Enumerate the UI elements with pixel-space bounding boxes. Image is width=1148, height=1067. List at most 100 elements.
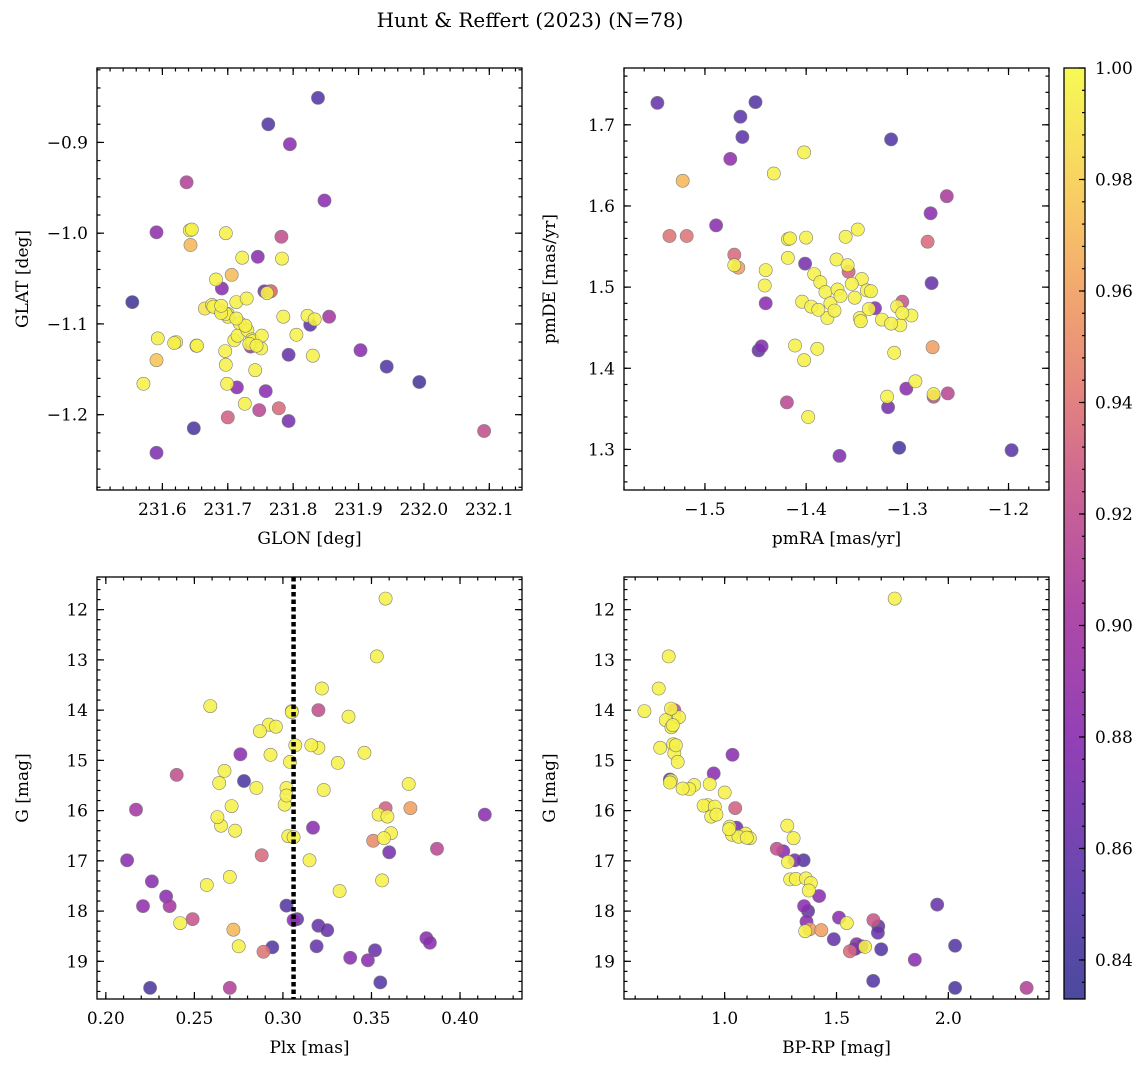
x-axis-label: Plx [mas] <box>269 1038 349 1058</box>
data-point <box>1004 443 1019 458</box>
y-tick-label: 17 <box>66 852 88 872</box>
data-point <box>783 231 797 246</box>
colorbar-tick-label: 0.92 <box>1095 505 1133 525</box>
data-point <box>382 845 397 860</box>
data-point <box>218 226 233 241</box>
colorbar-frame <box>1063 67 1086 1000</box>
y-tick-label: 12 <box>593 601 615 621</box>
data-point <box>237 774 251 788</box>
data-point <box>190 338 204 353</box>
data-point <box>169 768 184 782</box>
data-point <box>214 298 229 313</box>
y-tick-label: 18 <box>66 902 88 922</box>
data-point <box>940 386 955 401</box>
data-point <box>373 975 388 990</box>
data-point <box>162 899 177 913</box>
data-point <box>252 403 267 417</box>
data-point <box>757 278 772 293</box>
data-point <box>723 151 738 166</box>
data-point <box>702 777 717 791</box>
x-tick-label: 232.1 <box>465 500 514 520</box>
x-tick-label: −1.2 <box>988 500 1029 520</box>
data-point <box>286 913 301 927</box>
data-point <box>249 338 264 353</box>
data-point <box>149 225 164 240</box>
x-tick-label: 1.0 <box>711 1009 738 1029</box>
data-point <box>228 823 242 838</box>
data-point <box>143 981 157 995</box>
data-point <box>222 981 237 995</box>
y-tick-label: 17 <box>593 852 615 872</box>
colorbar-tick-label: 0.86 <box>1095 839 1133 859</box>
data-point <box>403 801 418 815</box>
data-point <box>229 311 244 326</box>
data-point <box>268 719 283 734</box>
data-point <box>766 166 781 181</box>
data-point <box>788 338 802 353</box>
data-point <box>279 898 294 913</box>
figure-title: Hunt & Reffert (2023) (N=78) <box>377 8 684 32</box>
data-point <box>810 341 825 356</box>
data-point <box>758 296 773 311</box>
data-point <box>212 776 227 790</box>
data-point <box>120 853 134 868</box>
x-tick-label: 0.35 <box>353 1009 391 1029</box>
data-point <box>179 175 194 190</box>
data-point <box>871 925 885 940</box>
data-point <box>826 932 841 947</box>
data-point <box>948 938 962 953</box>
data-point <box>210 810 225 824</box>
y-tick-label: 14 <box>66 701 88 721</box>
data-point <box>237 396 252 411</box>
data-point <box>199 878 214 892</box>
data-point <box>320 923 335 938</box>
y-axis-label: G [mag] <box>13 753 33 822</box>
data-point <box>150 331 165 346</box>
y-tick-label: 14 <box>593 701 615 721</box>
data-point <box>858 939 872 954</box>
data-point <box>368 943 382 958</box>
data-point <box>129 802 143 817</box>
data-point <box>754 339 769 354</box>
y-axis-label: pmDE [mas/yr] <box>540 214 560 344</box>
data-point <box>833 289 848 303</box>
data-point <box>923 206 938 221</box>
data-point <box>679 229 694 243</box>
data-point <box>780 395 794 410</box>
data-point <box>341 709 356 724</box>
data-point <box>281 347 296 362</box>
data-point <box>780 818 795 833</box>
data-point <box>144 874 159 889</box>
data-point <box>203 699 218 713</box>
x-tick-label: 232.0 <box>400 500 449 520</box>
data-point <box>260 286 274 300</box>
data-point <box>844 276 859 291</box>
y-tick-label: −1.1 <box>47 315 88 335</box>
data-point <box>665 718 680 733</box>
data-point <box>220 410 235 425</box>
data-point <box>252 724 267 739</box>
axes-frame <box>96 67 523 491</box>
data-point <box>401 777 416 791</box>
data-point <box>887 591 902 606</box>
data-point <box>217 764 232 778</box>
y-tick-label: 13 <box>66 651 88 671</box>
data-point <box>183 238 198 252</box>
x-tick-label: −1.4 <box>786 500 827 520</box>
data-point <box>136 376 151 391</box>
data-point <box>322 309 336 324</box>
data-point <box>725 747 740 762</box>
data-point <box>304 738 319 753</box>
y-tick-label: 18 <box>593 902 615 922</box>
y-tick-label: 13 <box>593 651 615 671</box>
y-tick-label: 16 <box>593 802 615 822</box>
data-point <box>838 229 853 244</box>
data-point <box>827 303 842 318</box>
data-point <box>422 935 437 950</box>
x-tick-label: −1.3 <box>887 500 928 520</box>
data-point <box>799 230 813 245</box>
x-tick-label: 231.8 <box>269 500 318 520</box>
data-point <box>926 387 941 402</box>
data-point <box>653 740 668 755</box>
colorbar-tick-label: 0.88 <box>1095 728 1133 748</box>
